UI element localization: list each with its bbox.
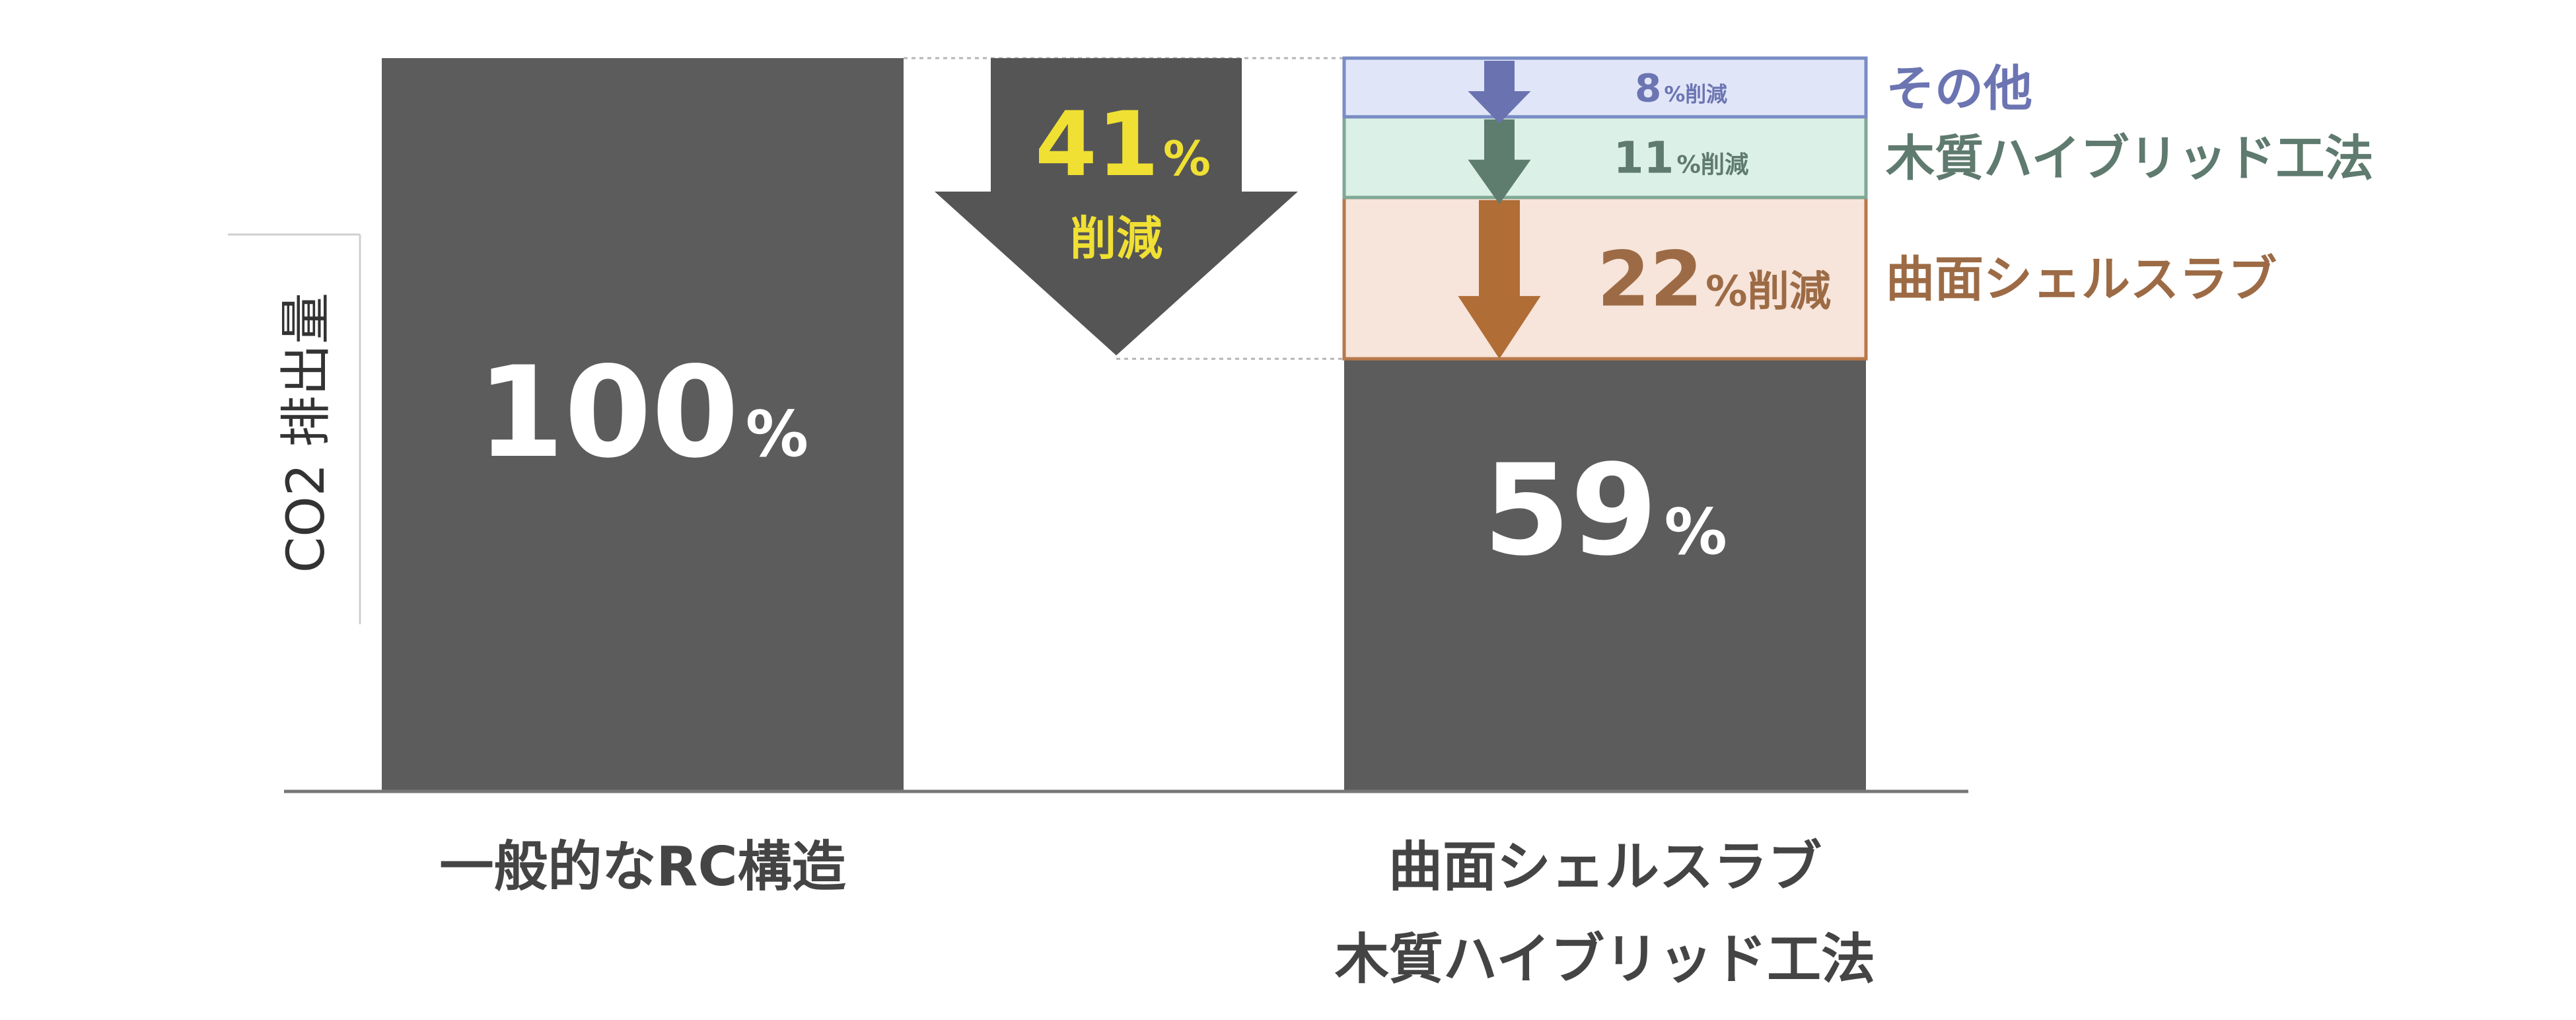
legend-3: その他 xyxy=(1886,60,2032,117)
category-label-1-1: 一般的なRC構造 xyxy=(439,836,845,898)
reduction-segment-2 xyxy=(1342,115,1868,200)
category-label-2-2: 木質ハイブリッド工法 xyxy=(1335,928,1875,991)
legend-2: 木質ハイブリッド工法 xyxy=(1886,130,2374,187)
y-axis-label: CO2 排出量 xyxy=(277,293,336,573)
total-reduction-text: 削減 xyxy=(1070,211,1163,266)
reduction-segment-3 xyxy=(1342,56,1868,119)
bar-value-label-2: 59% xyxy=(1483,437,1727,583)
reduction-label-3: 8 %削減 xyxy=(1635,65,1727,110)
reduction-arrow-1 xyxy=(1458,200,1541,359)
reduction-segment-1 xyxy=(1342,196,1868,361)
total-reduction-value: 41% xyxy=(1035,92,1211,196)
bar-value-label-1: 100% xyxy=(477,340,808,486)
reduction-label-1: 22%削減 xyxy=(1597,235,1831,324)
reduction-arrow-3 xyxy=(1468,61,1531,124)
total-reduction-arrow xyxy=(935,58,1298,355)
bar-1 xyxy=(382,58,904,791)
bar-2 xyxy=(1344,359,1866,791)
legend-1: 曲面シェルスラブ xyxy=(1886,251,2277,308)
reduction-arrow-2 xyxy=(1468,119,1531,204)
category-label-2-1: 曲面シェルスラブ xyxy=(1388,836,1822,898)
reduction-label-2: 11 %削減 xyxy=(1614,133,1750,184)
